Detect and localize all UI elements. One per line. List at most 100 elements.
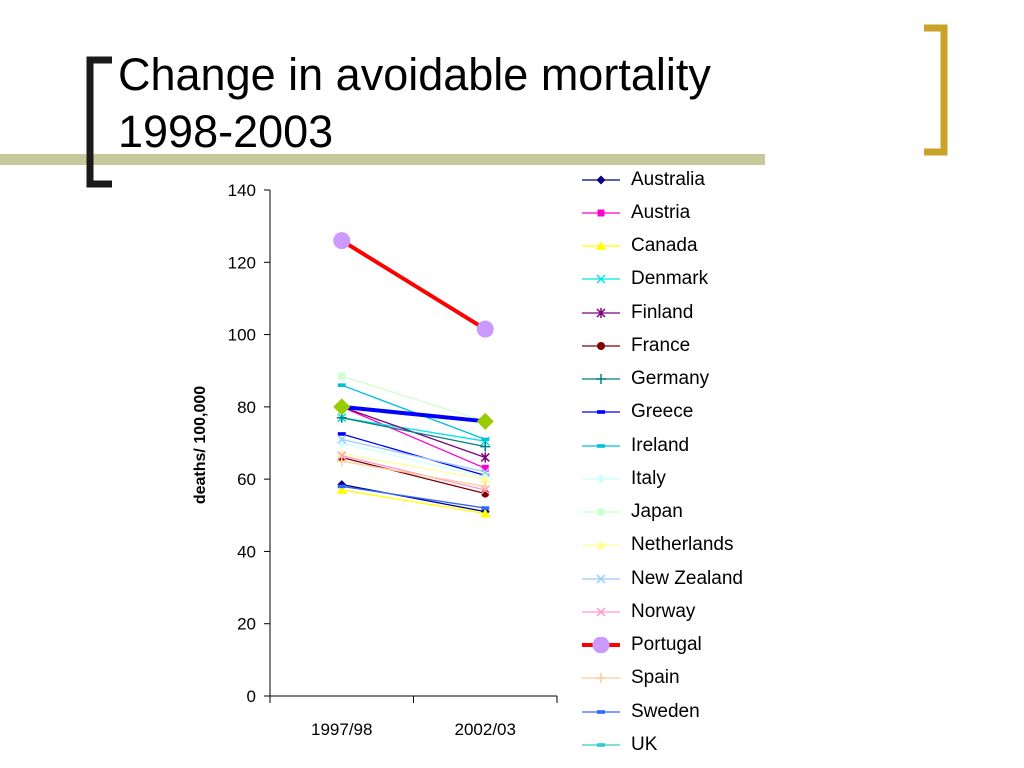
legend-swatch bbox=[582, 341, 620, 350]
y-tick-label: 100 bbox=[228, 326, 256, 345]
legend-item-ireland: Ireland bbox=[578, 429, 778, 462]
data-point-marker bbox=[596, 540, 606, 550]
legend-item-australia: Australia bbox=[578, 163, 778, 196]
legend-swatch bbox=[582, 209, 620, 217]
data-point-marker bbox=[338, 372, 346, 380]
legend-item-norway: Norway bbox=[578, 595, 778, 628]
legend-swatch bbox=[582, 508, 620, 516]
data-point-marker bbox=[480, 508, 491, 518]
data-point-marker bbox=[597, 341, 605, 350]
legend-item-finland: Finland bbox=[578, 296, 778, 329]
legend-swatch bbox=[582, 175, 620, 185]
data-point-marker bbox=[596, 374, 606, 385]
series-line bbox=[341, 483, 486, 513]
series-line bbox=[341, 489, 486, 515]
legend-item-austria: Austria bbox=[578, 196, 778, 229]
data-point-marker bbox=[333, 398, 351, 416]
legend-swatch bbox=[582, 307, 620, 318]
series-uk bbox=[333, 398, 494, 430]
legend-label: Netherlands bbox=[631, 534, 734, 556]
data-point-marker bbox=[597, 209, 605, 217]
legend-label: Sweden bbox=[631, 700, 700, 722]
series-line bbox=[340, 238, 487, 331]
series-line bbox=[341, 417, 486, 448]
legend-swatch bbox=[582, 274, 620, 284]
chart-axes: 0 20 40 60 80 100 120 140 1997/98 2002/03 bbox=[228, 181, 558, 739]
chart-series-lines bbox=[333, 232, 494, 518]
legend-item-portugal: Portugal bbox=[578, 629, 778, 662]
y-axis-label: deaths/ 100,000 bbox=[192, 386, 209, 504]
legend-swatch bbox=[582, 241, 620, 251]
legend-swatch bbox=[582, 374, 620, 385]
legend-label: Portugal bbox=[631, 634, 702, 656]
data-point-marker bbox=[337, 434, 347, 444]
legend-label: UK bbox=[631, 733, 658, 755]
data-point-marker bbox=[476, 412, 494, 430]
data-point-marker bbox=[481, 464, 489, 472]
data-point-marker bbox=[597, 709, 605, 714]
legend-item-greece: Greece bbox=[578, 396, 778, 429]
left-bracket-decoration bbox=[86, 56, 112, 188]
data-point-marker bbox=[337, 432, 346, 436]
data-point-marker bbox=[596, 673, 606, 684]
y-tick-label: 140 bbox=[228, 181, 256, 200]
series-line bbox=[341, 442, 486, 478]
series-line bbox=[341, 404, 486, 424]
legend-label: Greece bbox=[631, 401, 694, 423]
data-point-marker bbox=[476, 320, 494, 338]
legend-item-germany: Germany bbox=[578, 363, 778, 396]
legend-swatch bbox=[582, 540, 620, 550]
legend-label: New Zealand bbox=[631, 567, 743, 589]
legend-item-canada: Canada bbox=[578, 230, 778, 263]
data-point-marker bbox=[596, 175, 606, 185]
y-tick-label: 120 bbox=[228, 253, 256, 272]
x-tick-label: 2002/03 bbox=[455, 720, 516, 739]
y-tick-label: 60 bbox=[237, 470, 256, 489]
series-line bbox=[341, 453, 486, 480]
data-point-marker bbox=[337, 484, 346, 489]
data-point-marker bbox=[596, 274, 606, 284]
data-point-marker bbox=[597, 443, 605, 448]
series-line bbox=[341, 485, 486, 509]
legend-label: Ireland bbox=[631, 434, 690, 456]
data-point-marker bbox=[480, 441, 491, 452]
y-tick-label: 0 bbox=[247, 687, 256, 706]
right-bracket-decoration bbox=[924, 24, 948, 156]
series-line bbox=[341, 417, 486, 442]
legend-item-italy: Italy bbox=[578, 462, 778, 495]
legend-label: Japan bbox=[631, 501, 683, 523]
series-japan bbox=[338, 372, 489, 425]
data-point-marker bbox=[596, 307, 606, 318]
data-point-marker bbox=[480, 481, 491, 492]
legend-swatch bbox=[582, 637, 620, 654]
y-tick-label: 80 bbox=[237, 398, 256, 417]
legend-swatch bbox=[582, 607, 620, 617]
data-point-marker bbox=[596, 241, 606, 251]
legend-item-uk: UK bbox=[578, 728, 778, 761]
legend-label: Italy bbox=[631, 467, 666, 489]
series-greece bbox=[337, 432, 490, 478]
data-point-marker bbox=[480, 452, 490, 463]
series-new-zealand bbox=[337, 434, 490, 477]
legend-label: Germany bbox=[631, 368, 710, 390]
data-point-marker bbox=[596, 574, 606, 584]
data-point-marker bbox=[337, 383, 346, 387]
data-point-marker bbox=[596, 607, 606, 617]
title-underline-band bbox=[0, 154, 765, 165]
legend-label: Australia bbox=[631, 168, 705, 190]
data-point-marker bbox=[480, 467, 490, 477]
series-line bbox=[341, 433, 486, 477]
series-spain bbox=[336, 456, 491, 492]
legend-item-netherlands: Netherlands bbox=[578, 529, 778, 562]
legend-swatch bbox=[582, 474, 620, 484]
legend-label: Denmark bbox=[631, 268, 709, 290]
data-point-marker bbox=[597, 743, 605, 747]
legend-swatch bbox=[582, 743, 620, 747]
series-line bbox=[341, 456, 486, 495]
legend-item-sweden: Sweden bbox=[578, 695, 778, 728]
data-point-marker bbox=[333, 232, 351, 250]
series-line bbox=[341, 375, 486, 422]
series-netherlands bbox=[336, 448, 491, 484]
legend-label: Austria bbox=[631, 201, 691, 223]
legend-item-france: France bbox=[578, 329, 778, 362]
